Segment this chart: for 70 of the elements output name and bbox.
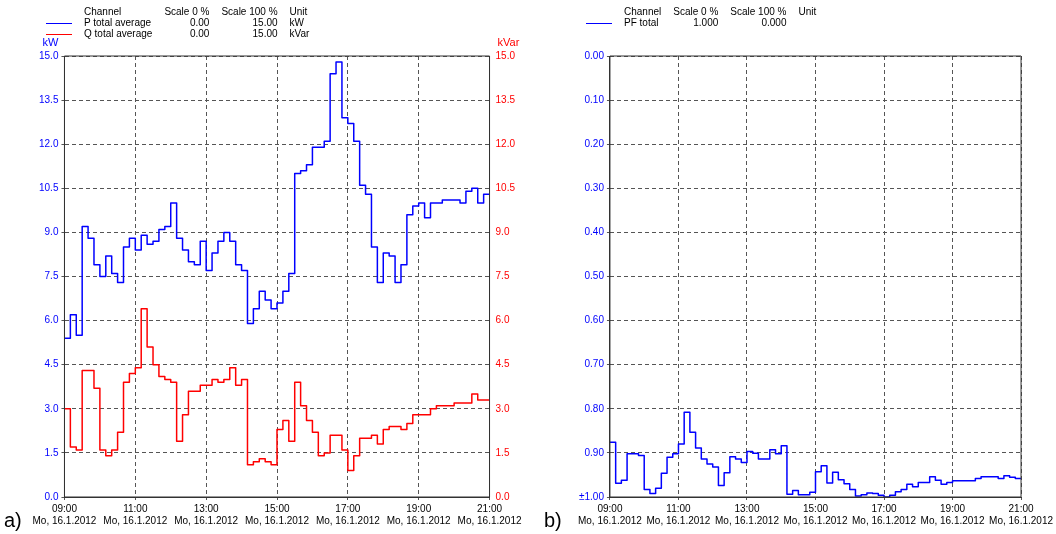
y-tick-label: 10.5	[38, 182, 59, 194]
legend-label: Q total average	[83, 28, 154, 39]
y2-tick-label: 6.0	[495, 314, 510, 326]
x-tick-label: 21:00 Mo, 16.1.2012	[457, 502, 522, 526]
text: 0.00	[188, 17, 211, 28]
text: a)	[4, 509, 22, 532]
y2-tick-label: 7.5	[495, 270, 510, 282]
x-tick-label: 11:00 Mo, 16.1.2012	[646, 502, 711, 526]
y-tick-label: 0.30	[584, 182, 605, 194]
x-tick-label: 17:00 Mo, 16.1.2012	[852, 502, 917, 526]
x-tick-label: 19:00 Mo, 16.1.2012	[386, 502, 452, 526]
y-tick-label: 0.0	[44, 490, 59, 502]
y-tick-label: 3.0	[44, 402, 59, 414]
y2-tick-label: 9.0	[495, 226, 510, 238]
text: kW	[288, 17, 305, 28]
y-tick-label: 6.0	[44, 314, 59, 326]
text: Scale 0 %	[672, 6, 720, 17]
y-tick-label: ±1.00	[579, 490, 605, 502]
y-tick-label: 0.50	[584, 270, 605, 282]
y2-tick-label: 15.0	[495, 49, 516, 61]
text: Scale 100 %	[220, 6, 279, 17]
y-tick-label: 0.80	[584, 402, 605, 414]
y2-tick-label: 4.5	[495, 358, 510, 370]
y-tick-label: 0.40	[584, 226, 605, 238]
y-tick-label: 0.90	[584, 446, 605, 458]
legend-title: Channel	[623, 6, 663, 17]
x-tick-label: 13:00 Mo, 16.1.2012	[715, 502, 780, 526]
y-tick-label: 4.5	[44, 358, 59, 370]
x-tick-label: 11:00 Mo, 16.1.2012	[103, 502, 168, 526]
y-tick-label: 1.5	[44, 446, 59, 458]
text: 15.00	[251, 17, 279, 28]
y2-tick-label: 3.0	[495, 402, 510, 414]
y2-axis-title: kVar	[497, 35, 520, 48]
text: kVar	[288, 28, 311, 39]
text: 0.000	[760, 17, 788, 28]
y-tick-label: 9.0	[44, 226, 59, 238]
y2-tick-label: 0.0	[495, 490, 510, 502]
text: 1.000	[692, 17, 720, 28]
text: Unit	[797, 6, 818, 17]
x-tick-label: 15:00 Mo, 16.1.2012	[245, 502, 310, 526]
y2-tick-label: 10.5	[495, 182, 516, 194]
text: 15.00	[251, 28, 279, 39]
y2-tick-label: 12.0	[495, 137, 516, 149]
y-tick-label: 0.00	[584, 49, 605, 61]
y-tick-label: 12.0	[38, 137, 59, 149]
text: Scale 0 %	[163, 6, 211, 17]
text: Scale 100 %	[729, 6, 788, 17]
x-tick-label: 09:00 Mo, 16.1.2012	[577, 502, 643, 526]
y-tick-label: 0.60	[584, 314, 605, 326]
x-tick-label: 15:00 Mo, 16.1.2012	[783, 502, 848, 526]
text: b)	[544, 509, 562, 532]
text: 0.00	[188, 28, 211, 39]
x-tick-label: 13:00 Mo, 16.1.2012	[174, 502, 239, 526]
x-tick-label: 19:00 Mo, 16.1.2012	[920, 502, 985, 526]
y-tick-label: 0.10	[584, 93, 605, 105]
legend-label: P total average	[83, 17, 153, 28]
y2-tick-label: 1.5	[495, 446, 510, 458]
y-tick-label: 7.5	[44, 270, 59, 282]
x-tick-label: 09:00 Mo, 16.1.2012	[32, 502, 97, 526]
x-tick-label: 17:00 Mo, 16.1.2012	[315, 502, 381, 526]
y-tick-label: 15.0	[38, 49, 59, 61]
y2-tick-label: 13.5	[495, 93, 516, 105]
y-axis-title: kW	[42, 35, 60, 48]
y-tick-label: 0.20	[584, 137, 605, 149]
x-tick-label: 21:00 Mo, 16.1.2012	[989, 502, 1054, 526]
text: Unit	[288, 6, 309, 17]
legend-label: PF total	[623, 17, 660, 28]
y-tick-label: 13.5	[38, 93, 59, 105]
legend-title: Channel	[83, 6, 123, 17]
y-tick-label: 0.70	[584, 358, 605, 370]
